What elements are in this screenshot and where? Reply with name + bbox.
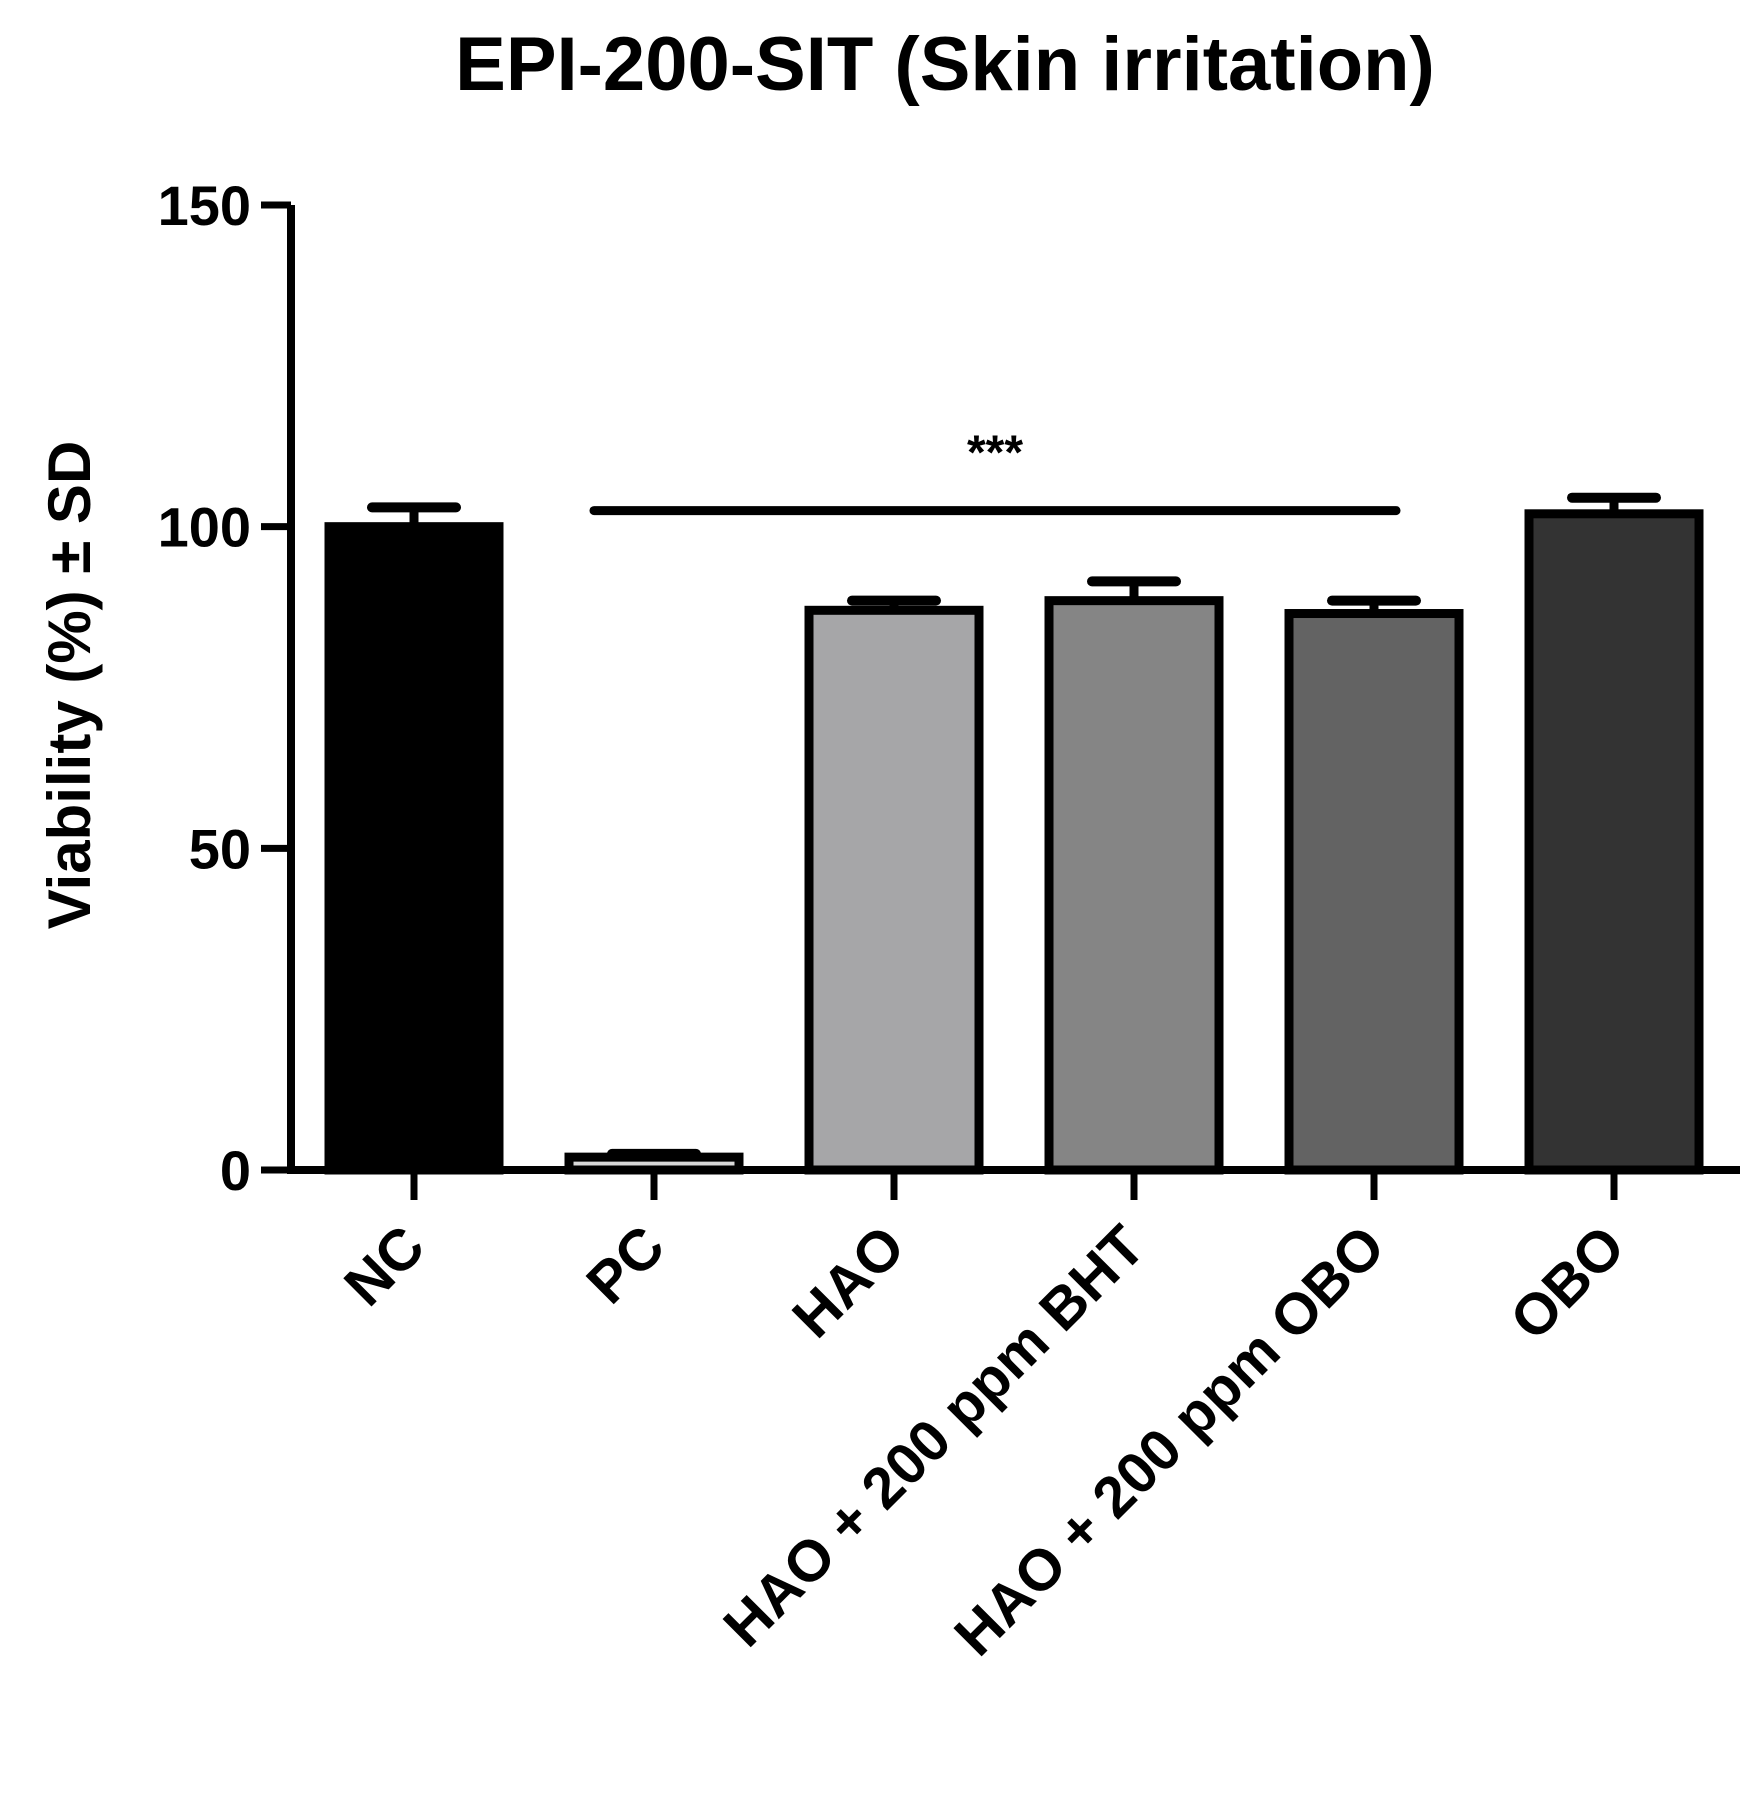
x-tick-label: NC <box>332 1213 437 1318</box>
bar-hao-200-ppm-bht <box>1044 596 1224 1175</box>
bar-hao <box>804 605 984 1175</box>
x-tick-label: OBO <box>1498 1213 1637 1352</box>
x-tick-label: PC <box>574 1213 677 1316</box>
bar-obo <box>1524 509 1704 1175</box>
x-tick-label: HAO + 200 ppm BHT <box>711 1213 1157 1659</box>
chart-title: EPI-200-SIT (Skin irritation) <box>455 22 1435 107</box>
x-tick-label: HAO <box>780 1213 917 1350</box>
y-tick-label: 0 <box>220 1139 251 1202</box>
y-axis-label: Viability (%) ± SD <box>36 441 103 930</box>
bar-nc <box>324 522 504 1175</box>
y-tick-label: 50 <box>189 817 251 880</box>
significance-label: *** <box>967 427 1023 480</box>
y-tick-label: 150 <box>158 174 251 237</box>
bar-hao-200-ppm-obo <box>1284 609 1464 1175</box>
x-tick-label: HAO + 200 ppm OBO <box>942 1213 1397 1668</box>
y-tick-label: 100 <box>158 496 251 559</box>
